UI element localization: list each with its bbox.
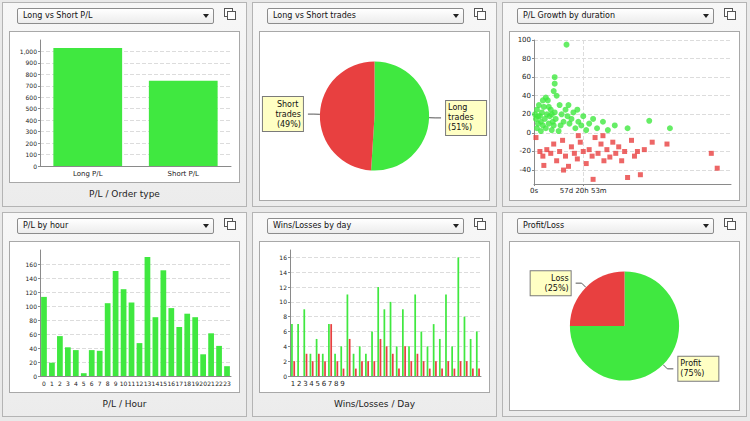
svg-text:800: 800 — [26, 71, 38, 78]
svg-text:22: 22 — [215, 380, 223, 387]
svg-text:4: 4 — [283, 343, 287, 350]
html-text:Long vs Short P/L: Long vs Short P/L — [23, 11, 93, 20]
svg-text:57d 20h 53m: 57d 20h 53m — [560, 187, 607, 195]
svg-text:5: 5 — [82, 380, 86, 387]
svg-text:9: 9 — [114, 380, 118, 387]
svg-text:40: 40 — [29, 345, 37, 352]
svg-text:(51%): (51%) — [448, 123, 472, 132]
svg-text:1: 1 — [50, 380, 54, 387]
svg-text:18: 18 — [183, 380, 191, 387]
html-text:Wins/Losses by day: Wins/Losses by day — [273, 221, 352, 230]
svg-text:60: 60 — [522, 73, 531, 81]
svg-text:9: 9 — [340, 380, 344, 388]
svg-text:trades: trades — [448, 113, 474, 122]
svg-text:3: 3 — [66, 380, 70, 387]
svg-text:6: 6 — [283, 328, 287, 335]
svg-text:0: 0 — [42, 380, 46, 387]
svg-text:Short: Short — [277, 100, 301, 109]
svg-text:100: 100 — [26, 303, 38, 310]
svg-text:23: 23 — [223, 380, 231, 387]
svg-text:Short P/L: Short P/L — [168, 170, 200, 178]
svg-text:Long: Long — [448, 103, 470, 112]
svg-text:(49%): (49%) — [277, 120, 301, 129]
svg-text:(75%): (75%) — [680, 369, 704, 378]
svg-text:Loss: Loss — [551, 274, 569, 283]
svg-text:0s: 0s — [530, 187, 538, 195]
svg-text:16: 16 — [167, 380, 175, 387]
html-text:Profit/Loss: Profit/Loss — [523, 221, 565, 230]
html-text:P/L by hour: P/L by hour — [23, 221, 69, 230]
svg-text:0: 0 — [33, 373, 37, 380]
svg-text:600: 600 — [26, 94, 38, 101]
svg-text:14: 14 — [279, 269, 287, 276]
svg-text:100: 100 — [518, 36, 531, 44]
svg-text:13: 13 — [144, 380, 152, 387]
svg-text:2: 2 — [283, 358, 287, 365]
html-text:Long vs Short trades: Long vs Short trades — [273, 11, 356, 20]
svg-text:11: 11 — [128, 380, 136, 387]
svg-text:12: 12 — [136, 380, 144, 387]
svg-text:0: 0 — [283, 373, 287, 380]
svg-text:19: 19 — [191, 380, 199, 387]
svg-text:4: 4 — [74, 380, 78, 387]
svg-text:12: 12 — [279, 284, 287, 291]
svg-text:17: 17 — [175, 380, 183, 387]
svg-text:5: 5 — [315, 380, 319, 388]
svg-text:1: 1 — [291, 380, 295, 388]
svg-text:100: 100 — [26, 151, 38, 158]
svg-text:10: 10 — [279, 298, 287, 305]
svg-text:15: 15 — [160, 380, 168, 387]
svg-text:-40: -40 — [520, 166, 531, 174]
svg-text:160: 160 — [26, 261, 38, 268]
svg-text:60: 60 — [29, 331, 37, 338]
svg-text:120: 120 — [26, 289, 38, 296]
html-text:P/L / Hour: P/L / Hour — [102, 399, 147, 409]
svg-text:21: 21 — [207, 380, 215, 387]
svg-text:80: 80 — [522, 55, 531, 63]
svg-text:Long P/L: Long P/L — [73, 170, 103, 178]
svg-text:2: 2 — [58, 380, 62, 387]
svg-text:20: 20 — [29, 359, 37, 366]
svg-text:Profit: Profit — [680, 359, 701, 368]
svg-text:6: 6 — [322, 380, 327, 388]
svg-text:8: 8 — [334, 380, 338, 388]
svg-text:80: 80 — [29, 317, 37, 324]
svg-text:10: 10 — [120, 380, 128, 387]
svg-text:16: 16 — [279, 254, 287, 261]
svg-text:trades: trades — [275, 110, 301, 119]
svg-text:8: 8 — [283, 313, 287, 320]
svg-text:-20: -20 — [520, 147, 531, 155]
svg-text:2: 2 — [297, 380, 301, 388]
svg-text:4: 4 — [309, 380, 314, 388]
svg-text:140: 140 — [26, 275, 38, 282]
svg-text:0: 0 — [527, 129, 531, 137]
svg-text:(25%): (25%) — [545, 284, 569, 293]
svg-text:7: 7 — [98, 380, 102, 387]
svg-text:900: 900 — [26, 59, 38, 66]
svg-text:20: 20 — [522, 110, 531, 118]
svg-text:7: 7 — [328, 380, 332, 388]
html-text:P/L Growth by duration: P/L Growth by duration — [523, 11, 615, 20]
svg-text:200: 200 — [26, 140, 38, 147]
svg-text:300: 300 — [26, 128, 38, 135]
svg-text:6: 6 — [90, 380, 94, 387]
svg-text:500: 500 — [26, 105, 38, 112]
html-text:P/L / Order type: P/L / Order type — [89, 189, 160, 199]
html-text:Wins/Losses / Day: Wins/Losses / Day — [333, 399, 416, 409]
svg-text:40: 40 — [522, 92, 531, 100]
svg-text:3: 3 — [303, 380, 307, 388]
svg-text:14: 14 — [152, 380, 160, 387]
svg-text:8: 8 — [106, 380, 110, 387]
svg-text:0: 0 — [33, 163, 37, 170]
svg-text:1,000: 1,000 — [20, 48, 37, 55]
svg-text:700: 700 — [26, 82, 38, 89]
svg-text:20: 20 — [199, 380, 207, 387]
svg-text:400: 400 — [26, 117, 38, 124]
